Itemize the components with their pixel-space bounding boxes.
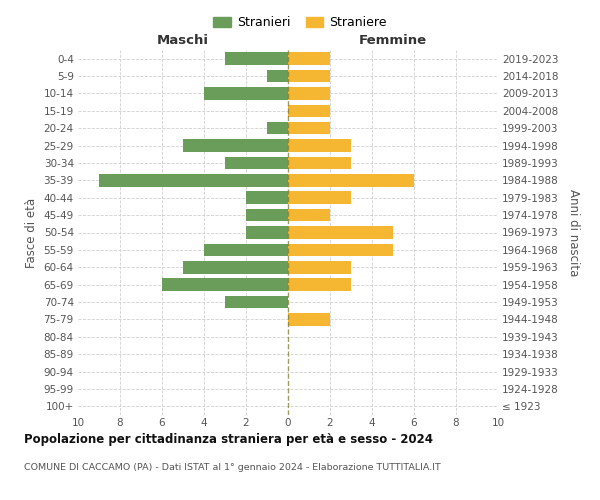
Bar (288, 209, 330, 222)
Bar (288, 244, 393, 256)
Bar (288, 192, 351, 204)
Bar (204, 244, 288, 256)
Text: Popolazione per cittadinanza straniera per età e sesso - 2024: Popolazione per cittadinanza straniera p… (24, 432, 433, 446)
Bar (225, 296, 288, 308)
Bar (267, 122, 288, 134)
Bar (246, 226, 288, 239)
Bar (288, 174, 414, 186)
Bar (204, 87, 288, 100)
Bar (183, 261, 288, 274)
Bar (288, 104, 330, 117)
Text: COMUNE DI CACCAMO (PA) - Dati ISTAT al 1° gennaio 2024 - Elaborazione TUTTITALIA: COMUNE DI CACCAMO (PA) - Dati ISTAT al 1… (24, 462, 441, 471)
Bar (288, 140, 351, 152)
Bar (288, 156, 351, 169)
Bar (288, 261, 351, 274)
Y-axis label: Fasce di età: Fasce di età (25, 198, 38, 268)
Bar (288, 122, 330, 134)
Legend: Stranieri, Straniere: Stranieri, Straniere (208, 11, 392, 34)
Bar (288, 87, 330, 100)
Bar (288, 313, 330, 326)
Bar (183, 140, 288, 152)
Bar (288, 52, 330, 65)
Bar (99, 174, 288, 186)
Bar (267, 70, 288, 82)
Bar (225, 156, 288, 169)
Bar (162, 278, 288, 291)
Text: Femmine: Femmine (359, 34, 427, 46)
Bar (288, 70, 330, 82)
Y-axis label: Anni di nascita: Anni di nascita (567, 189, 580, 276)
Bar (225, 52, 288, 65)
Bar (246, 192, 288, 204)
Bar (288, 226, 393, 239)
Bar (246, 209, 288, 222)
Text: Maschi: Maschi (157, 34, 209, 46)
Bar (288, 278, 351, 291)
